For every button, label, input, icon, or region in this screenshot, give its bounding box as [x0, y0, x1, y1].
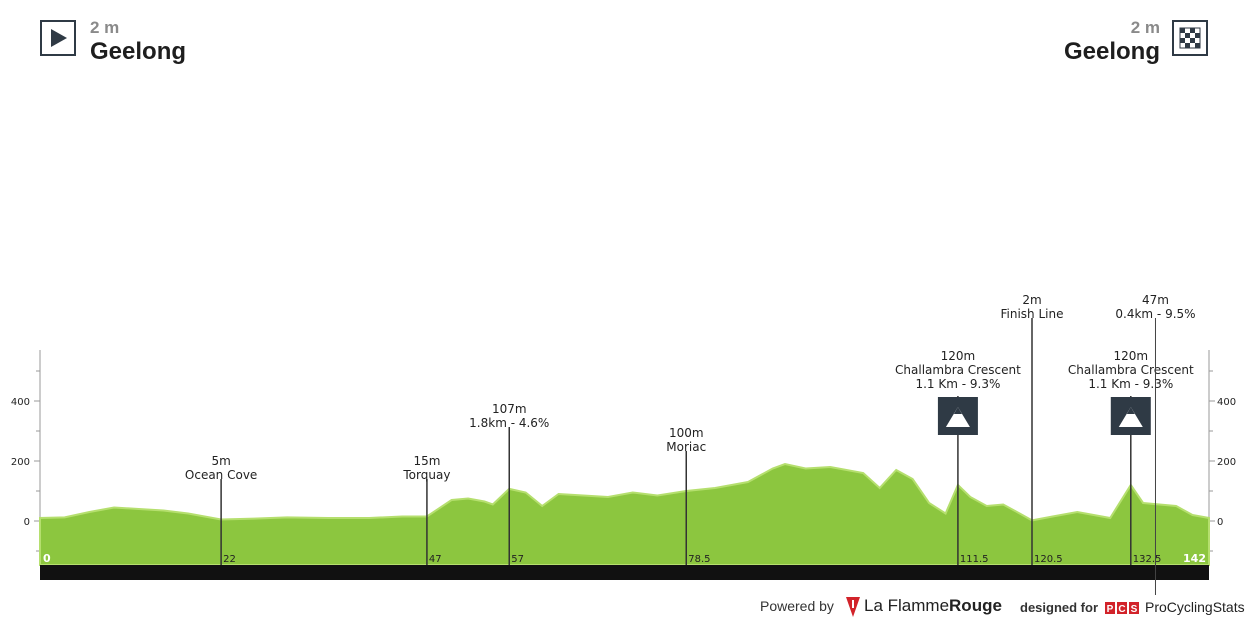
marker-km-label: 47 [429, 554, 442, 565]
designed-for-label: designed for [1020, 600, 1099, 615]
marker-detail: 1.1 Km - 9.3% [915, 377, 1000, 391]
start-location: Geelong [90, 38, 187, 65]
marker-elevation: 120m [1113, 349, 1148, 363]
finish-location: Geelong [1063, 38, 1160, 65]
marker-name: Torquay [402, 468, 450, 482]
marker-detail: 1.1 Km - 9.3% [1088, 377, 1173, 391]
start-km-label: 0 [43, 552, 51, 565]
brand-prefix: La Flamme [864, 596, 950, 615]
powered-by-label: Powered by [760, 598, 834, 614]
play-icon [40, 20, 76, 56]
checkered-flag-icon [1172, 20, 1208, 56]
end-km-label: 142 [1183, 552, 1206, 565]
pcs-logo-icon: P C S [1105, 602, 1139, 614]
start-header: 2 m Geelong [90, 18, 186, 66]
marker-km-label: 57 [511, 554, 524, 565]
finish-altitude: 2 m [1130, 18, 1160, 37]
marker-name: Moriac [666, 440, 706, 454]
start-altitude: 2 m [90, 18, 120, 37]
la-flamme-rouge-logo-icon [846, 597, 860, 617]
marker-elevation: 120m [941, 349, 976, 363]
marker-elevation: 100m [669, 426, 704, 440]
marker-name: Finish Line [1001, 307, 1064, 321]
marker-elevation: 5m [211, 454, 230, 468]
left-tick-label: 400 [11, 397, 30, 408]
marker-elevation: 47m [1142, 293, 1169, 307]
marker-elevation: 2m [1022, 293, 1041, 307]
pcs-badge-c: C [1118, 604, 1125, 614]
marker-km-label: 111.5 [960, 554, 989, 565]
procyclingstats-link[interactable]: ProCyclingStats [1145, 599, 1245, 615]
mountain-snow-icon [953, 407, 962, 414]
marker-km-label: 22 [223, 554, 236, 565]
right-tick-label: 200 [1217, 457, 1236, 468]
elevation-profile-area [39, 462, 1210, 566]
marker-name: Ocean Cove [185, 468, 257, 482]
mountain-snow-icon [1126, 407, 1135, 414]
right-tick-label: 400 [1217, 397, 1236, 408]
distance-base-bar [40, 565, 1209, 580]
mountain-peak-icon [1118, 407, 1143, 427]
marker-elevation: 15m [413, 454, 440, 468]
marker-km-label: 132.5 [1133, 554, 1162, 565]
marker-name: Challambra Crescent [895, 363, 1021, 377]
marker-km-label: 120.5 [1034, 554, 1063, 565]
pcs-badge-p: P [1107, 604, 1114, 614]
pcs-badge-s: S [1131, 604, 1138, 614]
mountain-peak-icon [945, 407, 970, 427]
marker-km-label: 78.5 [688, 554, 710, 565]
marker-name: Challambra Crescent [1068, 363, 1194, 377]
marker-name: 0.4km - 9.5% [1115, 307, 1195, 321]
finish-header: 2 m Geelong [1064, 18, 1160, 66]
brand-suffix: Rouge [949, 596, 1002, 615]
marker-name: 1.8km - 4.6% [469, 416, 549, 430]
right-tick-label: 0 [1217, 517, 1223, 528]
la-flamme-rouge-brand[interactable]: La FlammeRouge [864, 596, 1002, 616]
marker-elevation: 107m [492, 402, 527, 416]
left-tick-label: 0 [24, 517, 30, 528]
left-tick-label: 200 [11, 457, 30, 468]
